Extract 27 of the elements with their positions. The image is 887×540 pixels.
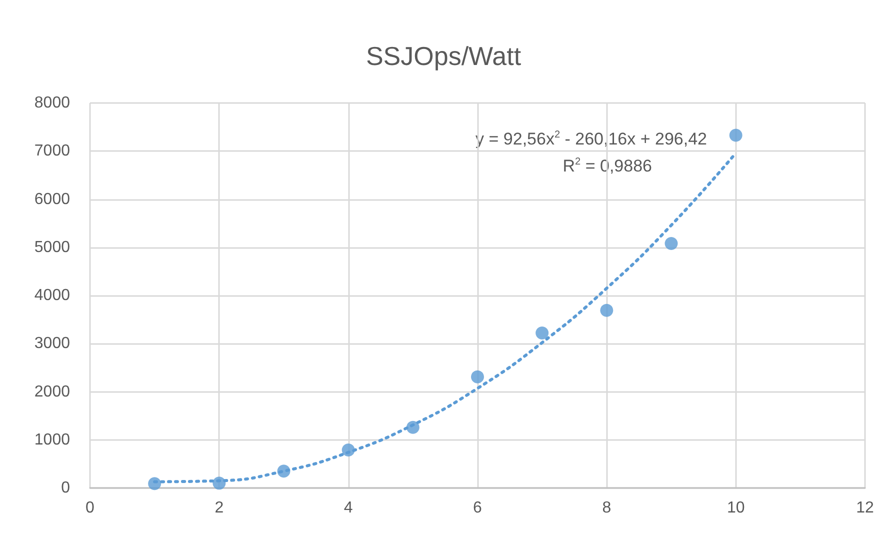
y-tick-label: 1000 <box>34 431 70 448</box>
y-tick-label: 3000 <box>34 335 70 352</box>
point <box>148 477 162 490</box>
point <box>729 128 742 142</box>
point <box>342 443 355 456</box>
y-tick-label: 6000 <box>34 190 70 208</box>
x-tick-label: 12 <box>856 500 874 516</box>
point <box>536 326 549 340</box>
y-tick-label: 0 <box>61 480 70 496</box>
point <box>212 476 226 490</box>
point <box>277 464 290 478</box>
y-tick-label: 2000 <box>34 383 70 400</box>
chart-title: SSJOps/Watt <box>366 41 522 71</box>
x-tick-label: 0 <box>86 500 95 516</box>
x-tick-label: 2 <box>214 500 224 516</box>
y-tick-label: 7000 <box>34 142 70 160</box>
x-tick-label: 4 <box>344 500 353 516</box>
y-tick-label: 4000 <box>34 287 70 304</box>
point <box>471 370 484 384</box>
x-tick-label: 8 <box>602 500 612 516</box>
y-tick-label: 5000 <box>34 238 70 256</box>
point <box>406 420 420 434</box>
y-tick-label: 8000 <box>34 94 70 112</box>
x-tick-label: 6 <box>473 500 482 516</box>
x-tick-label: 10 <box>726 500 745 516</box>
point <box>600 304 614 317</box>
point <box>664 237 678 250</box>
